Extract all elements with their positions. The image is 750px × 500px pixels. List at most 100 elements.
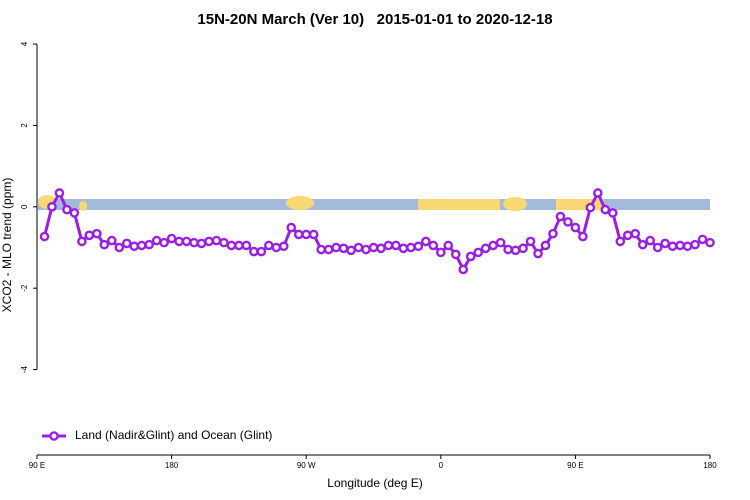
data-point (675, 240, 685, 251)
y-axis-label: XCO2 - MLO trend (ppm) (0, 178, 14, 313)
data-point (121, 238, 132, 249)
data-point (54, 188, 65, 198)
x-tick-label: 0 (439, 461, 444, 470)
data-point (204, 236, 214, 247)
data-point (585, 202, 596, 213)
data-point (151, 235, 162, 246)
data-point (249, 246, 259, 257)
data-point (645, 235, 655, 246)
data-point (555, 211, 566, 222)
data-point (682, 241, 693, 252)
data-point (652, 242, 663, 253)
data-point (548, 228, 558, 239)
data-point (211, 235, 222, 246)
data-point (533, 248, 543, 259)
data-point (630, 228, 641, 239)
data-point (323, 244, 334, 255)
data-point (264, 240, 274, 251)
data-point (443, 240, 454, 251)
data-point (563, 217, 573, 227)
data-point (77, 236, 87, 247)
data-point (361, 244, 371, 255)
x-tick-label: 90 E (29, 461, 45, 470)
data-point (174, 236, 184, 247)
data-point (293, 229, 304, 240)
data-point (473, 247, 483, 258)
data-point (99, 239, 110, 250)
data-point (241, 240, 252, 251)
data-point (667, 241, 678, 252)
chart-title: 15N-20N March (Ver 10) 2015-01-01 to 202… (197, 11, 552, 28)
data-point (488, 240, 498, 251)
y-tick-label: -4 (20, 365, 29, 373)
data-point (129, 241, 140, 252)
data-point (637, 239, 648, 250)
data-point (39, 231, 50, 242)
data-point (622, 230, 633, 241)
data-point (376, 243, 386, 254)
data-point (353, 242, 364, 253)
data-point (690, 239, 700, 250)
data-point (607, 208, 618, 218)
data-point (705, 237, 715, 248)
y-tick-label: 0 (20, 204, 29, 209)
x-axis-label: Longitude (deg E) (327, 476, 422, 490)
data-point (593, 188, 603, 198)
data-point (421, 236, 431, 247)
data-point (62, 204, 72, 215)
data-point (600, 204, 611, 215)
data-point (570, 222, 581, 233)
data-point (301, 229, 312, 240)
data-point (278, 241, 289, 252)
data-point (435, 247, 446, 258)
data-point (540, 240, 551, 251)
map-background (38, 195, 710, 211)
data-point (398, 243, 409, 254)
data-point (458, 264, 469, 275)
data-point (69, 208, 80, 218)
data-point (92, 228, 102, 239)
x-tick-label: 180 (703, 461, 717, 470)
data-point (114, 242, 125, 253)
data-point (106, 235, 117, 246)
data-point (316, 244, 326, 255)
data-point (525, 236, 536, 247)
legend-marker (49, 431, 59, 441)
x-tick-label: 90 W (297, 461, 316, 470)
data-point (144, 239, 154, 250)
data-point (495, 237, 506, 248)
data-point (286, 222, 297, 233)
data-point (189, 237, 199, 248)
data-point (450, 249, 461, 260)
data-point (428, 240, 439, 251)
data-point (503, 244, 513, 255)
data-point (510, 245, 521, 256)
data-point (518, 243, 528, 254)
data-point (406, 242, 416, 253)
x-tick-label: 90 E (567, 461, 583, 470)
data-point (660, 238, 670, 249)
data-point (480, 243, 491, 254)
data-point (196, 238, 207, 249)
data-point (166, 233, 177, 244)
data-point (181, 236, 192, 247)
data-point (383, 240, 394, 251)
data-point (413, 241, 424, 252)
data-point (271, 242, 282, 253)
data-point (47, 202, 57, 212)
data-point (697, 234, 708, 245)
data-point (578, 231, 588, 242)
x-tick-label: 180 (165, 461, 179, 470)
data-point (346, 245, 356, 256)
data-point (368, 242, 379, 253)
data-point (256, 246, 267, 257)
data-point (338, 243, 349, 254)
data-point (391, 240, 401, 251)
data-point (331, 242, 341, 253)
data-point (615, 236, 626, 247)
data-point (84, 230, 95, 241)
data-point (308, 229, 319, 240)
data-point (226, 240, 237, 251)
y-tick-label: -2 (20, 284, 29, 292)
